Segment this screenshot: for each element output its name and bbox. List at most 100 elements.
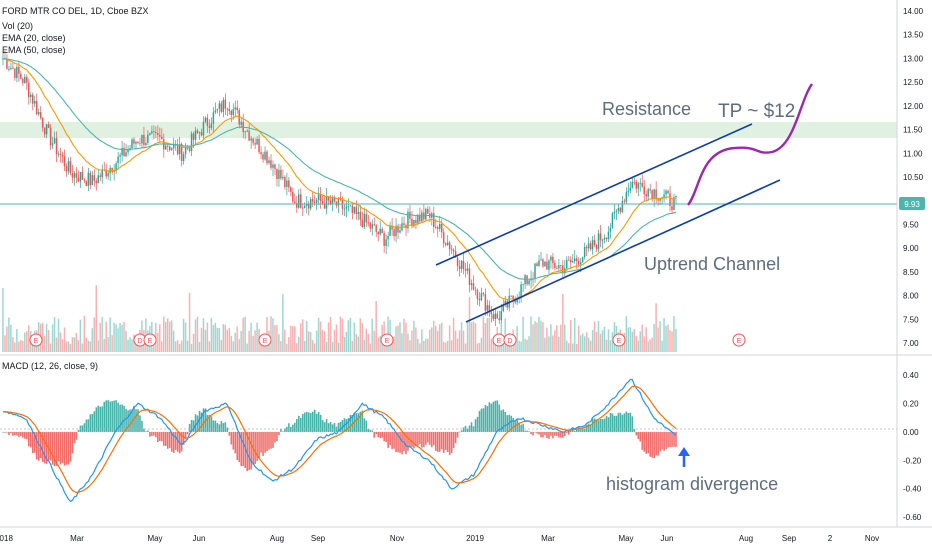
macd-legend[interactable]: MACD (12, 26, close, 9) (2, 361, 99, 371)
histogram-bar (214, 420, 217, 432)
volume-bar (200, 327, 203, 352)
candle-body (216, 108, 219, 111)
volume-bar (597, 321, 600, 352)
histogram-bar (504, 411, 507, 432)
candle-body (512, 295, 514, 300)
candle-body (270, 160, 272, 168)
candle-body (91, 175, 94, 186)
event-marker-icon (143, 333, 157, 347)
volume-bar (329, 317, 332, 352)
volume-bar (609, 340, 612, 352)
candle-body (45, 124, 48, 135)
histogram-bar (436, 431, 439, 452)
histogram-bar (226, 427, 229, 432)
volume-bar (174, 341, 177, 352)
histogram-bar (220, 421, 223, 432)
histogram-bar (522, 424, 524, 432)
histogram-bar (397, 431, 399, 453)
volume-bar (575, 343, 578, 352)
volume-bar (657, 327, 659, 352)
candle-body (12, 67, 14, 69)
candle-body (528, 280, 530, 285)
candle-body (286, 180, 288, 187)
histogram-bar (232, 431, 235, 450)
event-marker-letter: E (148, 338, 153, 345)
candle-body (589, 243, 592, 250)
candle-body (188, 147, 191, 152)
histogram-bar (87, 419, 90, 432)
candle-body (246, 130, 248, 132)
volume-bar (405, 322, 407, 352)
volume-bar (159, 324, 161, 352)
volume-bar (111, 335, 113, 352)
candle-body (647, 189, 649, 197)
histogram-bar (83, 423, 86, 432)
candle-body (629, 187, 632, 191)
candle-body (562, 265, 564, 274)
uptrend-channel-label: Uptrend Channel (644, 254, 780, 274)
histogram-bar (298, 415, 300, 432)
volume-bar (444, 342, 447, 352)
histogram-bar (419, 431, 421, 445)
histogram-bar (619, 412, 622, 432)
histogram-bar (575, 428, 578, 432)
volume-bar (20, 339, 22, 352)
histogram-bar (577, 427, 580, 432)
candle-body (262, 154, 264, 160)
volume-bar (10, 324, 12, 352)
histogram-bar (174, 431, 177, 450)
ema50-legend[interactable]: EMA (50, close) (2, 45, 66, 55)
candle-body (198, 132, 201, 133)
volume-legend[interactable]: Vol (20) (2, 21, 34, 31)
volume-bar (599, 333, 602, 352)
candle-body (8, 68, 10, 70)
candle-body (280, 169, 282, 179)
time-tick-label: Sep (782, 534, 797, 543)
candle-body (155, 131, 157, 134)
volume-bar (583, 336, 586, 352)
histogram-bar (141, 420, 143, 432)
volume-bar (587, 337, 590, 352)
candle-body (661, 197, 663, 199)
volume-bar (313, 343, 316, 352)
volume-bar (168, 321, 171, 352)
histogram-bar (629, 412, 632, 432)
candle-body (554, 262, 556, 268)
histogram-bar (591, 418, 594, 432)
time-tick-label: Aug (739, 534, 753, 543)
histogram-bar (294, 422, 296, 432)
histogram-bar (321, 420, 324, 432)
histogram-bar (647, 431, 650, 454)
histogram-bar (313, 409, 316, 432)
candle-body (226, 108, 229, 110)
volume-bar (238, 339, 240, 352)
candle-body (268, 160, 270, 164)
candle-body (655, 189, 657, 200)
histogram-bar (595, 419, 598, 432)
ema20-legend[interactable]: EMA (20, close) (2, 33, 66, 43)
histogram-bar (462, 427, 465, 432)
histogram-bar (151, 431, 153, 436)
volume-bar (194, 319, 197, 352)
histogram-bar (81, 425, 84, 432)
histogram-bar (280, 429, 282, 432)
volume-bar (458, 330, 461, 352)
candle-body (633, 181, 636, 183)
histogram-bar (651, 431, 653, 458)
histogram-bar (89, 414, 92, 432)
candle-body (71, 173, 74, 178)
volume-bar (73, 337, 76, 352)
histogram-bar (99, 406, 102, 432)
ema20-line (2, 58, 677, 301)
volume-bar (464, 343, 467, 352)
price-tick-label: 11.50 (903, 126, 923, 135)
volume-bar (299, 323, 302, 352)
candle-body (448, 242, 451, 250)
candle-body (675, 195, 677, 198)
time-tick-label: Jun (661, 534, 674, 543)
volume-bar (97, 340, 99, 352)
candle-body (282, 176, 284, 179)
volume-bar (176, 340, 179, 352)
volume-bar (79, 319, 82, 352)
